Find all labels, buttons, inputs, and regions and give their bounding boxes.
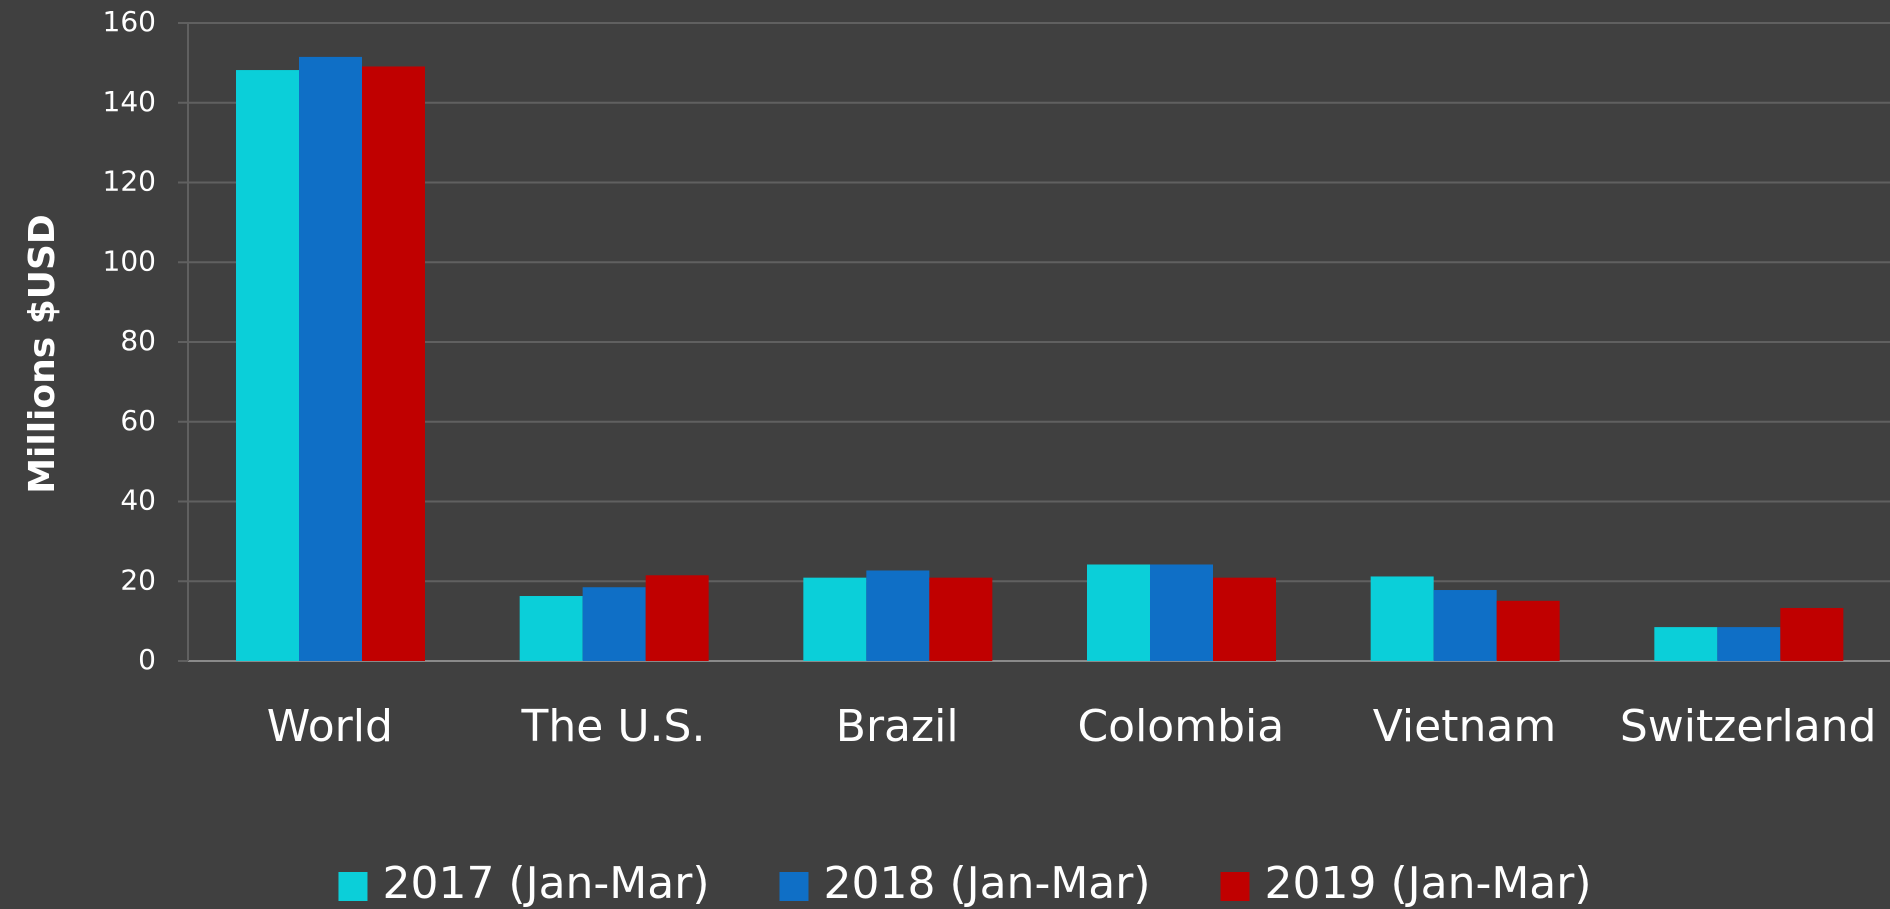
x-tick-label: World bbox=[267, 701, 393, 752]
x-tick-label: The U.S. bbox=[521, 701, 706, 752]
y-tick-label: 40 bbox=[120, 484, 156, 517]
bar bbox=[866, 570, 930, 661]
bar bbox=[1213, 577, 1276, 661]
y-tick-label: 160 bbox=[103, 5, 156, 38]
legend-label: 2018 (Jan-Mar) bbox=[823, 858, 1150, 909]
y-tick-label: 100 bbox=[103, 244, 156, 277]
y-tick-label: 0 bbox=[138, 643, 156, 676]
bar bbox=[582, 587, 646, 661]
bar bbox=[1654, 627, 1718, 661]
bar bbox=[929, 577, 993, 661]
bar bbox=[519, 596, 583, 661]
bar bbox=[1496, 600, 1560, 661]
legend-swatch bbox=[1220, 872, 1250, 901]
legend-swatch bbox=[338, 872, 368, 901]
bar bbox=[1433, 590, 1497, 661]
bar bbox=[362, 66, 425, 662]
legend-label: 2017 (Jan-Mar) bbox=[382, 858, 709, 909]
y-tick-label: 120 bbox=[103, 165, 156, 198]
y-tick-label: 60 bbox=[120, 404, 156, 437]
x-tick-label: Switzerland bbox=[1620, 701, 1877, 752]
bar bbox=[1087, 564, 1150, 661]
bar bbox=[1370, 576, 1434, 661]
x-tick-label: Brazil bbox=[836, 701, 959, 752]
x-tick-label: Colombia bbox=[1077, 701, 1284, 752]
y-axis-label: Millions $USD bbox=[22, 214, 63, 494]
bar bbox=[803, 577, 867, 661]
bar bbox=[236, 70, 299, 662]
legend-swatch bbox=[779, 872, 809, 901]
bar bbox=[1717, 627, 1781, 661]
y-tick-label: 20 bbox=[120, 563, 156, 596]
legend-label: 2019 (Jan-Mar) bbox=[1265, 858, 1592, 909]
bar bbox=[1780, 607, 1844, 661]
y-tick-label: 80 bbox=[120, 324, 156, 357]
bar bbox=[645, 575, 709, 661]
x-tick-label: Vietnam bbox=[1373, 701, 1556, 752]
bar bbox=[299, 56, 362, 662]
bar bbox=[1150, 564, 1213, 661]
y-tick-label: 140 bbox=[103, 85, 156, 118]
